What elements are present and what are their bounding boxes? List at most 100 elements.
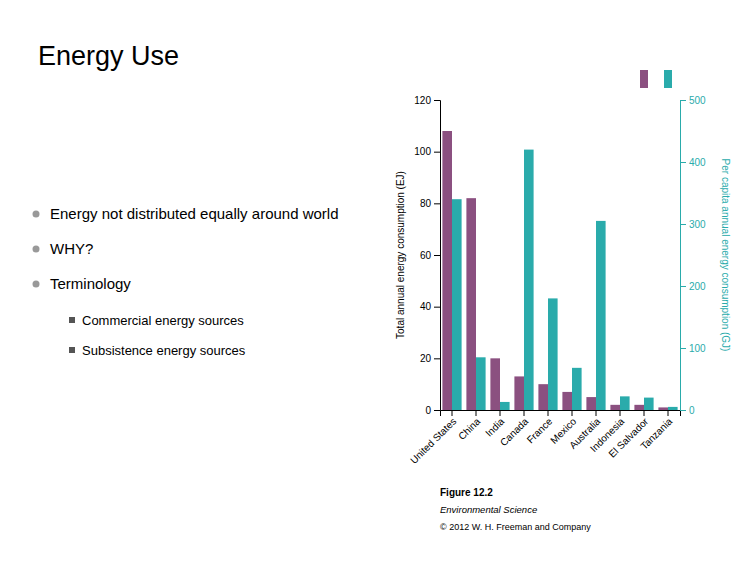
tick-mark xyxy=(524,410,525,416)
tick: United States xyxy=(408,410,458,466)
tick-mark xyxy=(434,203,440,204)
bullet-text: WHY? xyxy=(50,240,93,257)
tick: Tanzania xyxy=(638,410,674,452)
tick-label: 100 xyxy=(689,343,706,354)
bar xyxy=(644,398,654,410)
tick: 300 xyxy=(680,219,706,230)
bar xyxy=(442,131,452,410)
tick-mark xyxy=(476,410,477,416)
tick: Canada xyxy=(498,410,531,448)
bar xyxy=(634,405,644,410)
bar xyxy=(538,384,548,410)
tick: 20 xyxy=(420,353,440,364)
y-axis: 0 20 40 60 80 100 120 xyxy=(414,95,440,416)
tick: 120 xyxy=(414,95,440,106)
caption: © 2012 W. H. Freeman and Company xyxy=(440,522,591,532)
tick-mark xyxy=(434,307,440,308)
tick-label: United States xyxy=(408,416,458,466)
tick-label: China xyxy=(456,415,483,442)
tick-label: Canada xyxy=(498,415,531,448)
tick-mark xyxy=(434,358,440,359)
axis-line xyxy=(681,101,687,411)
bar xyxy=(562,392,572,410)
tick-mark xyxy=(680,348,686,349)
tick: 500 xyxy=(680,95,706,106)
tick-label: 400 xyxy=(689,157,706,168)
bar xyxy=(452,199,462,410)
tick-mark xyxy=(548,410,549,416)
tick-label: 20 xyxy=(420,353,432,364)
bar xyxy=(476,357,486,410)
bar xyxy=(658,407,668,410)
bar xyxy=(466,198,476,410)
tick-mark xyxy=(500,410,501,416)
bar xyxy=(596,221,606,410)
tick-mark xyxy=(680,410,686,411)
y2-axis-title: Per capita annual energy consumption (GJ… xyxy=(720,159,731,352)
sub-bullet-text: Commercial energy sources xyxy=(82,313,244,328)
tick: 400 xyxy=(680,157,706,168)
bullet-glyph xyxy=(33,211,40,218)
caption: Figure 12.2 xyxy=(440,487,493,498)
bullet-glyph xyxy=(33,246,40,253)
chart: Energy Use Energy not distributed equally… xyxy=(0,0,756,576)
tick: 200 xyxy=(680,281,706,292)
sub-bullet-glyph xyxy=(69,347,75,353)
tick-mark xyxy=(434,152,440,153)
tick-label: 200 xyxy=(689,281,706,292)
axis-line xyxy=(434,101,441,411)
tick: China xyxy=(456,410,483,442)
bar xyxy=(668,407,678,410)
tick-label: Tanzania xyxy=(638,415,674,451)
tick-mark xyxy=(452,410,453,416)
tick-label: 500 xyxy=(689,95,706,106)
bar xyxy=(620,396,630,410)
caption: Environmental Science xyxy=(440,504,537,515)
tick: 100 xyxy=(680,343,706,354)
y-axis-title: Total annual energy consumption (EJ) xyxy=(395,171,406,339)
tick-mark xyxy=(434,255,440,256)
bar xyxy=(572,368,582,410)
bars xyxy=(442,131,677,410)
tick-mark xyxy=(434,410,440,411)
sub-bullet-text: Subsistence energy sources xyxy=(82,343,246,358)
tick-mark xyxy=(668,410,669,416)
bar xyxy=(586,397,596,410)
tick-label: 60 xyxy=(420,250,432,261)
y2-axis: 0 100 200 300 400 500 xyxy=(680,95,706,416)
bar xyxy=(490,358,500,410)
bar xyxy=(514,376,524,410)
tick-label: 0 xyxy=(425,405,431,416)
tick-label: 0 xyxy=(689,405,695,416)
x-axis: United StatesChinaIndiaCanadaFranceMexic… xyxy=(408,410,680,466)
tick-mark xyxy=(680,100,686,101)
tick: El Salvador xyxy=(606,410,650,460)
tick-label: 100 xyxy=(414,146,431,157)
tick-label: 300 xyxy=(689,219,706,230)
tick-mark xyxy=(620,410,621,416)
tick: 0 xyxy=(680,405,695,416)
tick-mark xyxy=(434,100,440,101)
tick-label: 40 xyxy=(420,301,432,312)
bar xyxy=(500,402,510,410)
bullet-text: Terminology xyxy=(50,275,131,292)
tick-label: 80 xyxy=(420,198,432,209)
tick-mark xyxy=(596,410,597,416)
tick: 60 xyxy=(420,250,440,261)
bullet-glyph xyxy=(33,281,40,288)
tick-mark xyxy=(680,224,686,225)
tick-mark xyxy=(680,162,686,163)
title: Energy Use xyxy=(38,41,179,71)
tick-mark xyxy=(644,410,645,416)
bar xyxy=(548,298,558,410)
tick: 100 xyxy=(414,146,440,157)
sub-bullet-glyph xyxy=(69,317,75,323)
bar xyxy=(610,405,620,410)
tick: 80 xyxy=(420,198,440,209)
tick: 40 xyxy=(420,301,440,312)
tick: 0 xyxy=(425,405,440,416)
bullet-text: Energy not distributed equally around wo… xyxy=(50,205,339,222)
tick-mark xyxy=(572,410,573,416)
legend-swatch xyxy=(664,70,672,88)
legend-swatch xyxy=(640,70,648,88)
